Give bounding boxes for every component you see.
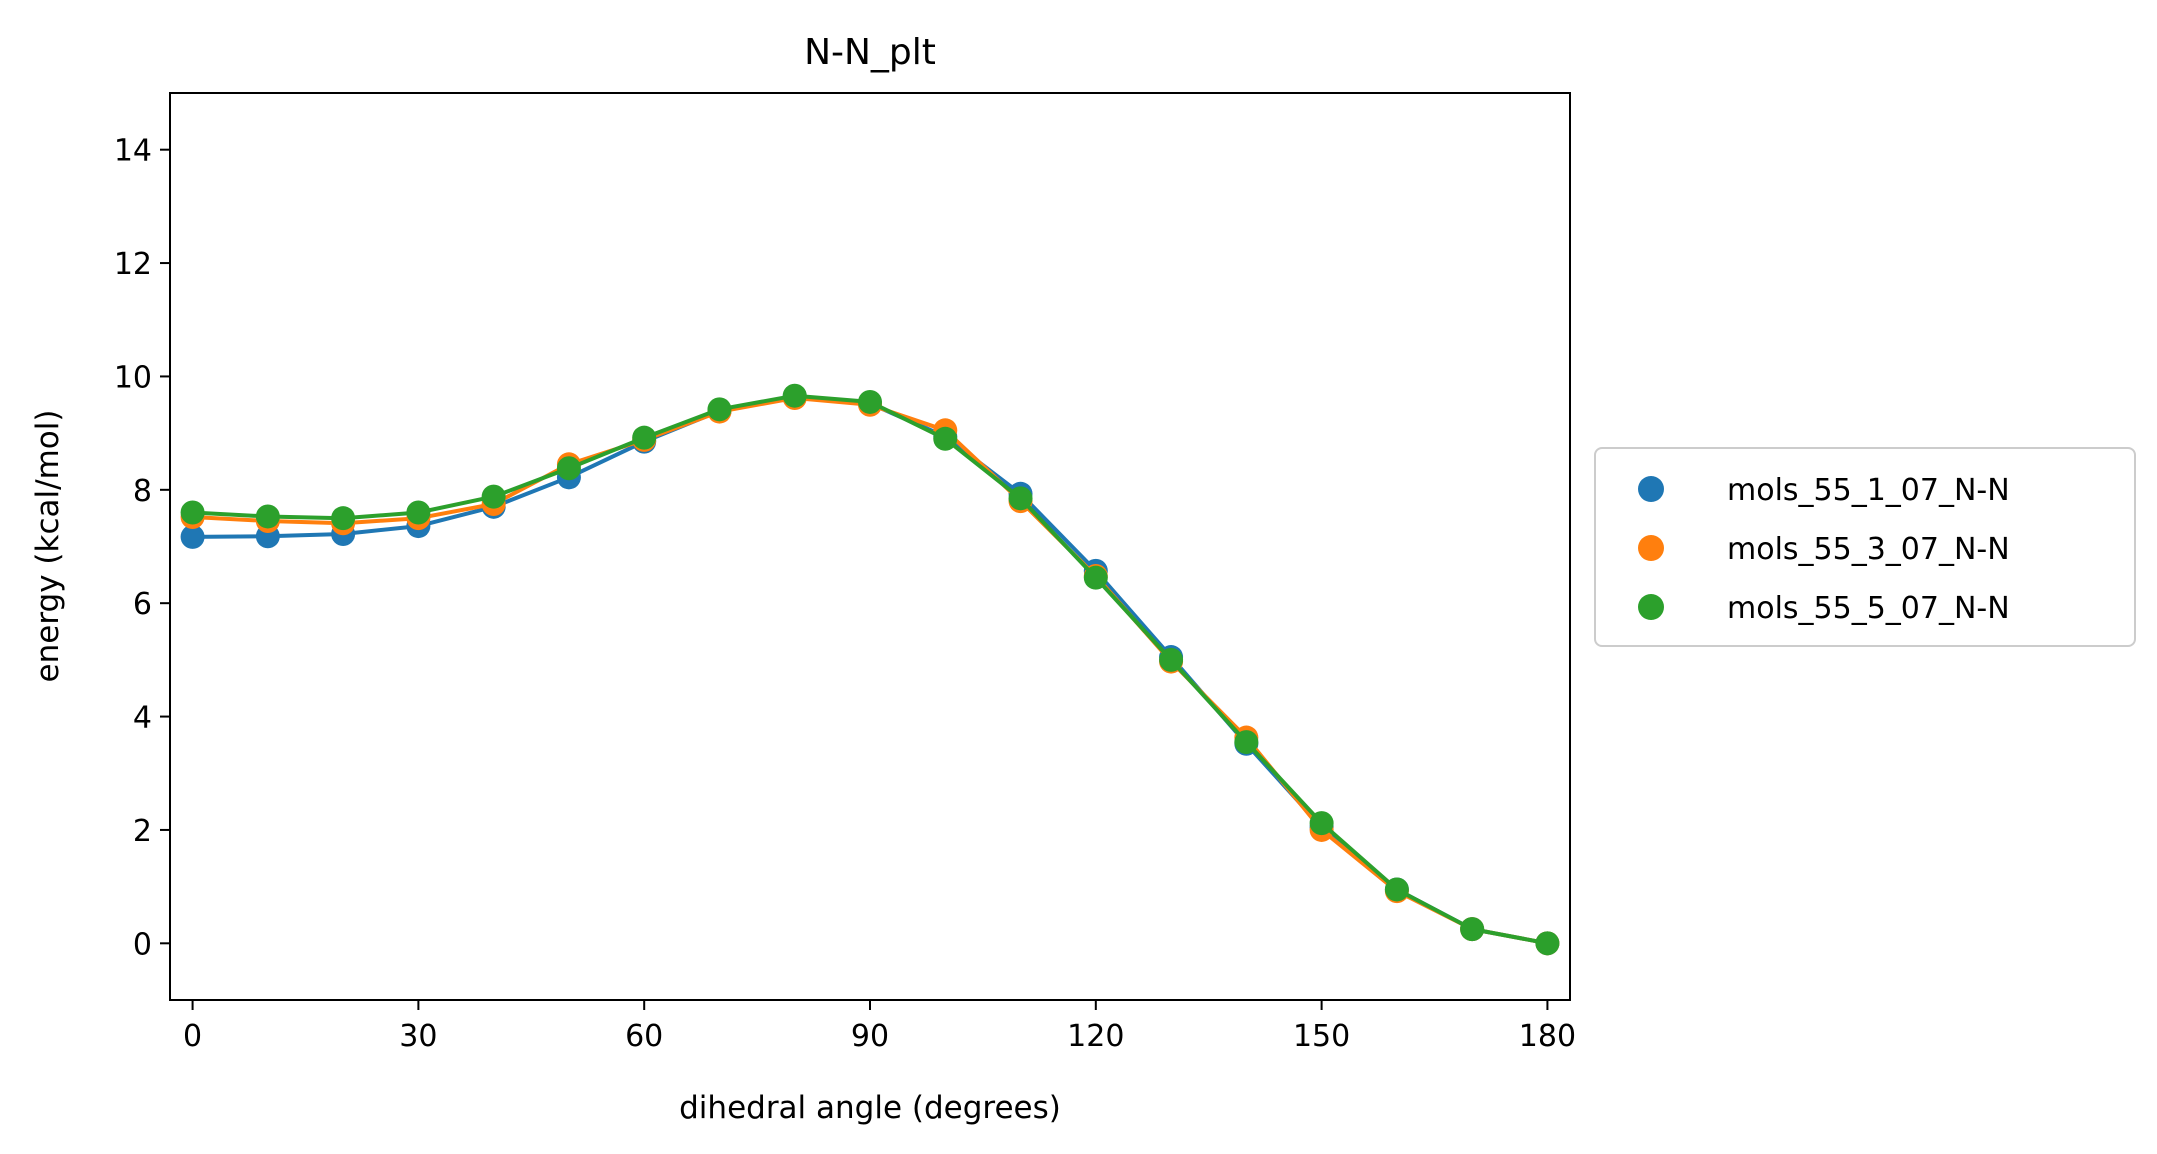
data-point: [331, 506, 356, 531]
legend-marker: [1638, 535, 1664, 561]
x-axis-label: dihedral angle (degrees): [679, 1090, 1061, 1126]
data-point: [180, 500, 205, 525]
data-point: [255, 504, 280, 529]
legend: mols_55_1_07_N-N mols_55_3_07_N-N mols_55_…: [1594, 447, 2136, 647]
data-point: [707, 397, 732, 422]
plot-area: [169, 92, 1571, 1001]
y-tick-label: 8: [133, 474, 152, 509]
data-point: [1309, 811, 1334, 836]
y-axis: 0 2 4 6 8 10 12 14: [114, 134, 170, 962]
legend-label: mols_55_5_07_N-N: [1727, 591, 2010, 626]
y-tick-label: 14: [114, 134, 152, 169]
data-point: [933, 426, 958, 451]
data-point: [556, 456, 581, 481]
x-tick-label: 0: [183, 1019, 202, 1054]
series-layer: [180, 383, 1560, 956]
data-point: [481, 484, 506, 509]
chart-title: N-N_plt: [804, 32, 936, 73]
y-tick-label: 12: [114, 247, 152, 282]
data-point: [1460, 917, 1485, 942]
data-point: [1159, 647, 1184, 672]
y-tick-label: 6: [133, 587, 152, 622]
x-axis: 0 30 60 90 120 150 180: [183, 1000, 1576, 1054]
data-point: [858, 389, 882, 414]
data-point: [1234, 730, 1259, 755]
data-point: [406, 500, 431, 525]
x-tick-label: 120: [1067, 1019, 1124, 1054]
data-point: [1384, 877, 1409, 902]
legend-box: [1594, 447, 2136, 647]
data-point: [782, 383, 807, 408]
x-tick-label: 60: [625, 1019, 663, 1054]
legend-marker: [1638, 476, 1664, 502]
y-axis-label: energy (kcal/mol): [30, 410, 66, 683]
data-point: [1535, 931, 1560, 956]
legend-marker: [1638, 594, 1664, 620]
data-point: [632, 425, 657, 450]
legend-label: mols_55_1_07_N-N: [1727, 473, 2010, 508]
x-tick-label: 30: [399, 1019, 437, 1054]
x-tick-label: 90: [851, 1019, 889, 1054]
y-tick-label: 0: [133, 927, 152, 962]
y-tick-label: 4: [133, 701, 152, 736]
x-tick-label: 150: [1293, 1019, 1350, 1054]
data-point: [180, 524, 205, 549]
data-point: [1083, 565, 1108, 590]
x-tick-label: 180: [1519, 1019, 1576, 1054]
data-point: [1008, 486, 1033, 511]
series-mols_55_5_07_N-N: [180, 383, 1560, 956]
y-tick-label: 2: [133, 814, 152, 849]
y-tick-label: 10: [114, 360, 152, 395]
legend-label: mols_55_3_07_N-N: [1727, 532, 2010, 567]
